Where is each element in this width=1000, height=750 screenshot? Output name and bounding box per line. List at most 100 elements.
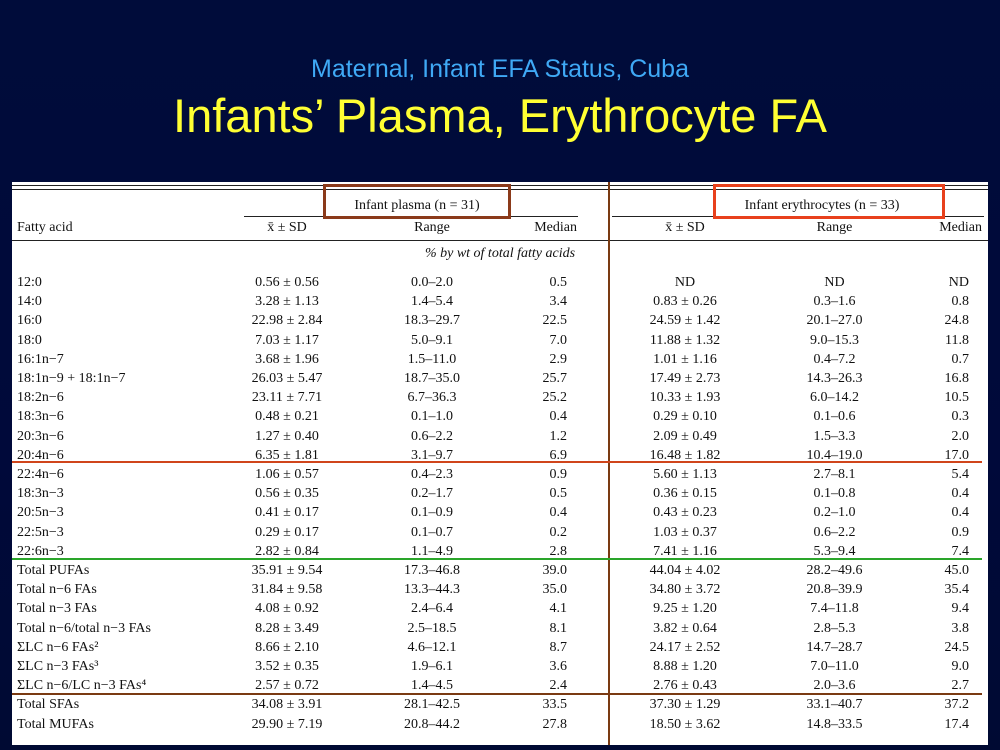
ery-range: 0.6–2.2: [813, 524, 856, 540]
fatty-acid-name: ΣLC n−6/LC n−3 FAs⁴: [17, 678, 147, 694]
ery-range: 10.4–19.0: [806, 447, 863, 463]
fatty-acid-name: 22:4n−6: [17, 467, 64, 482]
unit-note: % by wt of total fatty acids: [424, 246, 576, 261]
ery-range: 20.1–27.0: [806, 313, 863, 329]
ery-mean-sd: 3.82 ± 0.64: [653, 620, 717, 636]
ery-range: 2.7–8.1: [813, 467, 856, 482]
ery-range: 9.0–15.3: [810, 332, 859, 348]
plasma-mean-sd: 26.03 ± 5.47: [251, 371, 323, 386]
table-row: 20:5n−3 0.41 ± 0.17 0.1–0.9 0.4 0.43 ± 0.23 0…: [12, 503, 988, 522]
header-rule: [12, 240, 988, 241]
fatty-acid-name: 20:3n−6: [17, 428, 64, 444]
fatty-acid-name: 18:0: [17, 332, 42, 348]
ery-range: 0.4–7.2: [813, 351, 856, 367]
ery-range: 0.1–0.6: [813, 409, 856, 425]
ery-range: 0.1–0.8: [813, 486, 856, 502]
plasma-mean-sd: 23.11 ± 7.71: [251, 390, 323, 406]
plasma-range: 18.7–35.0: [404, 371, 460, 386]
table-image: Infant plasma (n = 31) Infant erythrocyt…: [12, 182, 988, 745]
fatty-acid-name: Total PUFAs: [17, 563, 90, 578]
plasma-median: 6.9: [549, 447, 568, 463]
ery-mean-sd: 11.88 ± 1.32: [649, 332, 721, 348]
plasma-range: 0.2–1.7: [411, 486, 453, 502]
ery-range: 14.3–26.3: [806, 371, 863, 386]
ery-median: 5.4: [951, 467, 970, 482]
table-row: 20:4n−6 6.35 ± 1.81 3.1–9.7 6.9 16.48 ± 1.82…: [12, 446, 988, 465]
ery-median: 9.0: [951, 659, 970, 674]
plasma-mean-sd: 0.48 ± 0.21: [255, 409, 319, 425]
plasma-mean-sd: 0.29 ± 0.17: [255, 524, 319, 540]
table-row: 16:1n−7 3.68 ± 1.96 1.5–11.0 2.9 1.01 ± 1.16…: [12, 350, 988, 369]
fatty-acid-name: Total SFAs: [17, 697, 80, 713]
ery-median: 0.8: [951, 294, 970, 310]
plasma-mean-sd: 29.90 ± 7.19: [251, 716, 323, 732]
top-rule-2: [12, 189, 988, 190]
ery-median: 17.0: [944, 447, 970, 463]
plasma-range: 0.0–2.0: [411, 275, 453, 290]
plasma-mean-sd: 35.91 ± 9.54: [251, 563, 323, 578]
ery-mean-sd: 0.29 ± 0.10: [653, 409, 717, 425]
col-header-ery-mean: x̄ ± SD: [665, 220, 705, 235]
ery-mean-sd: 5.60 ± 1.13: [653, 467, 717, 482]
ery-median: 0.9: [951, 524, 970, 540]
ery-mean-sd: 24.59 ± 1.42: [649, 313, 721, 329]
table-row: Total n−6/total n−3 FAs 8.28 ± 3.49 2.5–18…: [12, 619, 988, 638]
ery-range: 6.0–14.2: [810, 390, 859, 406]
highlight-line-green: [12, 558, 982, 560]
plasma-mean-sd: 2.57 ± 0.72: [255, 678, 319, 694]
table-row: 22:6n−3 2.82 ± 0.84 1.1–4.9 2.8 7.41 ± 1.16 5…: [12, 542, 988, 561]
table-row: 18:3n−6 0.48 ± 0.21 0.1–1.0 0.4 0.29 ± 0.10 0…: [12, 407, 988, 426]
plasma-median: 39.0: [542, 563, 568, 578]
table-row: 22:4n−6 1.06 ± 0.57 0.4–2.3 0.9 5.60 ± 1.13 2…: [12, 465, 988, 484]
plasma-median: 7.0: [549, 332, 568, 348]
plasma-median: 25.7: [542, 371, 568, 386]
plasma-range: 4.6–12.1: [407, 639, 457, 655]
plasma-median: 8.1: [549, 620, 568, 636]
ery-range: 2.8–5.3: [813, 620, 856, 636]
ery-range: 7.0–11.0: [810, 659, 859, 674]
ery-mean-sd: 10.33 ± 1.93: [649, 390, 721, 406]
ery-median: 45.0: [944, 563, 970, 578]
ery-median: ND: [948, 275, 969, 290]
table-row: 14:0 3.28 ± 1.13 1.4–5.4 3.4 0.83 ± 0.26 0.3–…: [12, 292, 988, 311]
ery-range: 33.1–40.7: [806, 697, 863, 713]
table-row: Total n−6 FAs 31.84 ± 9.58 13.3–44.3 35.0 34…: [12, 580, 988, 599]
ery-median: 2.0: [951, 428, 970, 444]
ery-mean-sd: 0.36 ± 0.15: [653, 486, 717, 502]
fatty-acid-name: Total MUFAs: [17, 716, 94, 732]
plasma-median: 2.4: [549, 678, 568, 694]
plasma-median: 0.2: [549, 524, 568, 540]
ery-range: 14.8–33.5: [806, 716, 863, 732]
slide-subtitle: Maternal, Infant EFA Status, Cuba: [311, 55, 689, 83]
plasma-median: 4.1: [549, 601, 568, 617]
ery-mean-sd: 2.09 ± 0.49: [653, 428, 717, 444]
table-row: 18:3n−3 0.56 ± 0.35 0.2–1.7 0.5 0.36 ± 0.15 0…: [12, 484, 988, 503]
table-row: Total PUFAs 35.91 ± 9.54 17.3–46.8 39.0 44.0…: [12, 561, 988, 580]
ery-median: 7.4: [951, 543, 970, 559]
plasma-median: 0.5: [549, 275, 568, 290]
plasma-mean-sd: 3.68 ± 1.96: [255, 351, 319, 367]
plasma-median: 27.8: [542, 716, 568, 732]
plasma-range: 0.1–0.7: [411, 524, 453, 540]
plasma-median: 1.2: [549, 428, 568, 444]
plasma-mean-sd: 22.98 ± 2.84: [251, 313, 323, 329]
plasma-mean-sd: 6.35 ± 1.81: [255, 447, 319, 463]
table-row: ΣLC n−6/LC n−3 FAs⁴ 2.57 ± 0.72 1.4–4.5 2.4…: [12, 676, 988, 695]
col-header-ery-range: Range: [816, 220, 853, 235]
fatty-acid-name: 18:1n−9 + 18:1n−7: [17, 371, 126, 386]
group-label-erythrocytes: Infant erythrocytes (n = 33): [744, 198, 900, 213]
fatty-acid-name: Total n−6/total n−3 FAs: [17, 620, 151, 636]
table-row: Total MUFAs 29.90 ± 7.19 20.8–44.2 27.8 18.5…: [12, 715, 988, 734]
plasma-range: 17.3–46.8: [404, 563, 460, 578]
plasma-median: 0.4: [549, 409, 568, 425]
ery-range: ND: [824, 275, 845, 290]
fatty-acid-name: 16:1n−7: [17, 351, 64, 367]
ery-mean-sd: 24.17 ± 2.52: [649, 639, 721, 655]
plasma-range: 28.1–42.5: [404, 697, 460, 713]
ery-median: 0.7: [951, 351, 970, 367]
table-row: ΣLC n−3 FAs³ 3.52 ± 0.35 1.9–6.1 3.6 8.88 ± …: [12, 657, 988, 676]
plasma-mean-sd: 4.08 ± 0.92: [255, 601, 319, 617]
highlight-line-orange: [12, 461, 982, 463]
ery-mean-sd: 34.80 ± 3.72: [649, 582, 721, 598]
ery-range: 20.8–39.9: [806, 582, 863, 598]
